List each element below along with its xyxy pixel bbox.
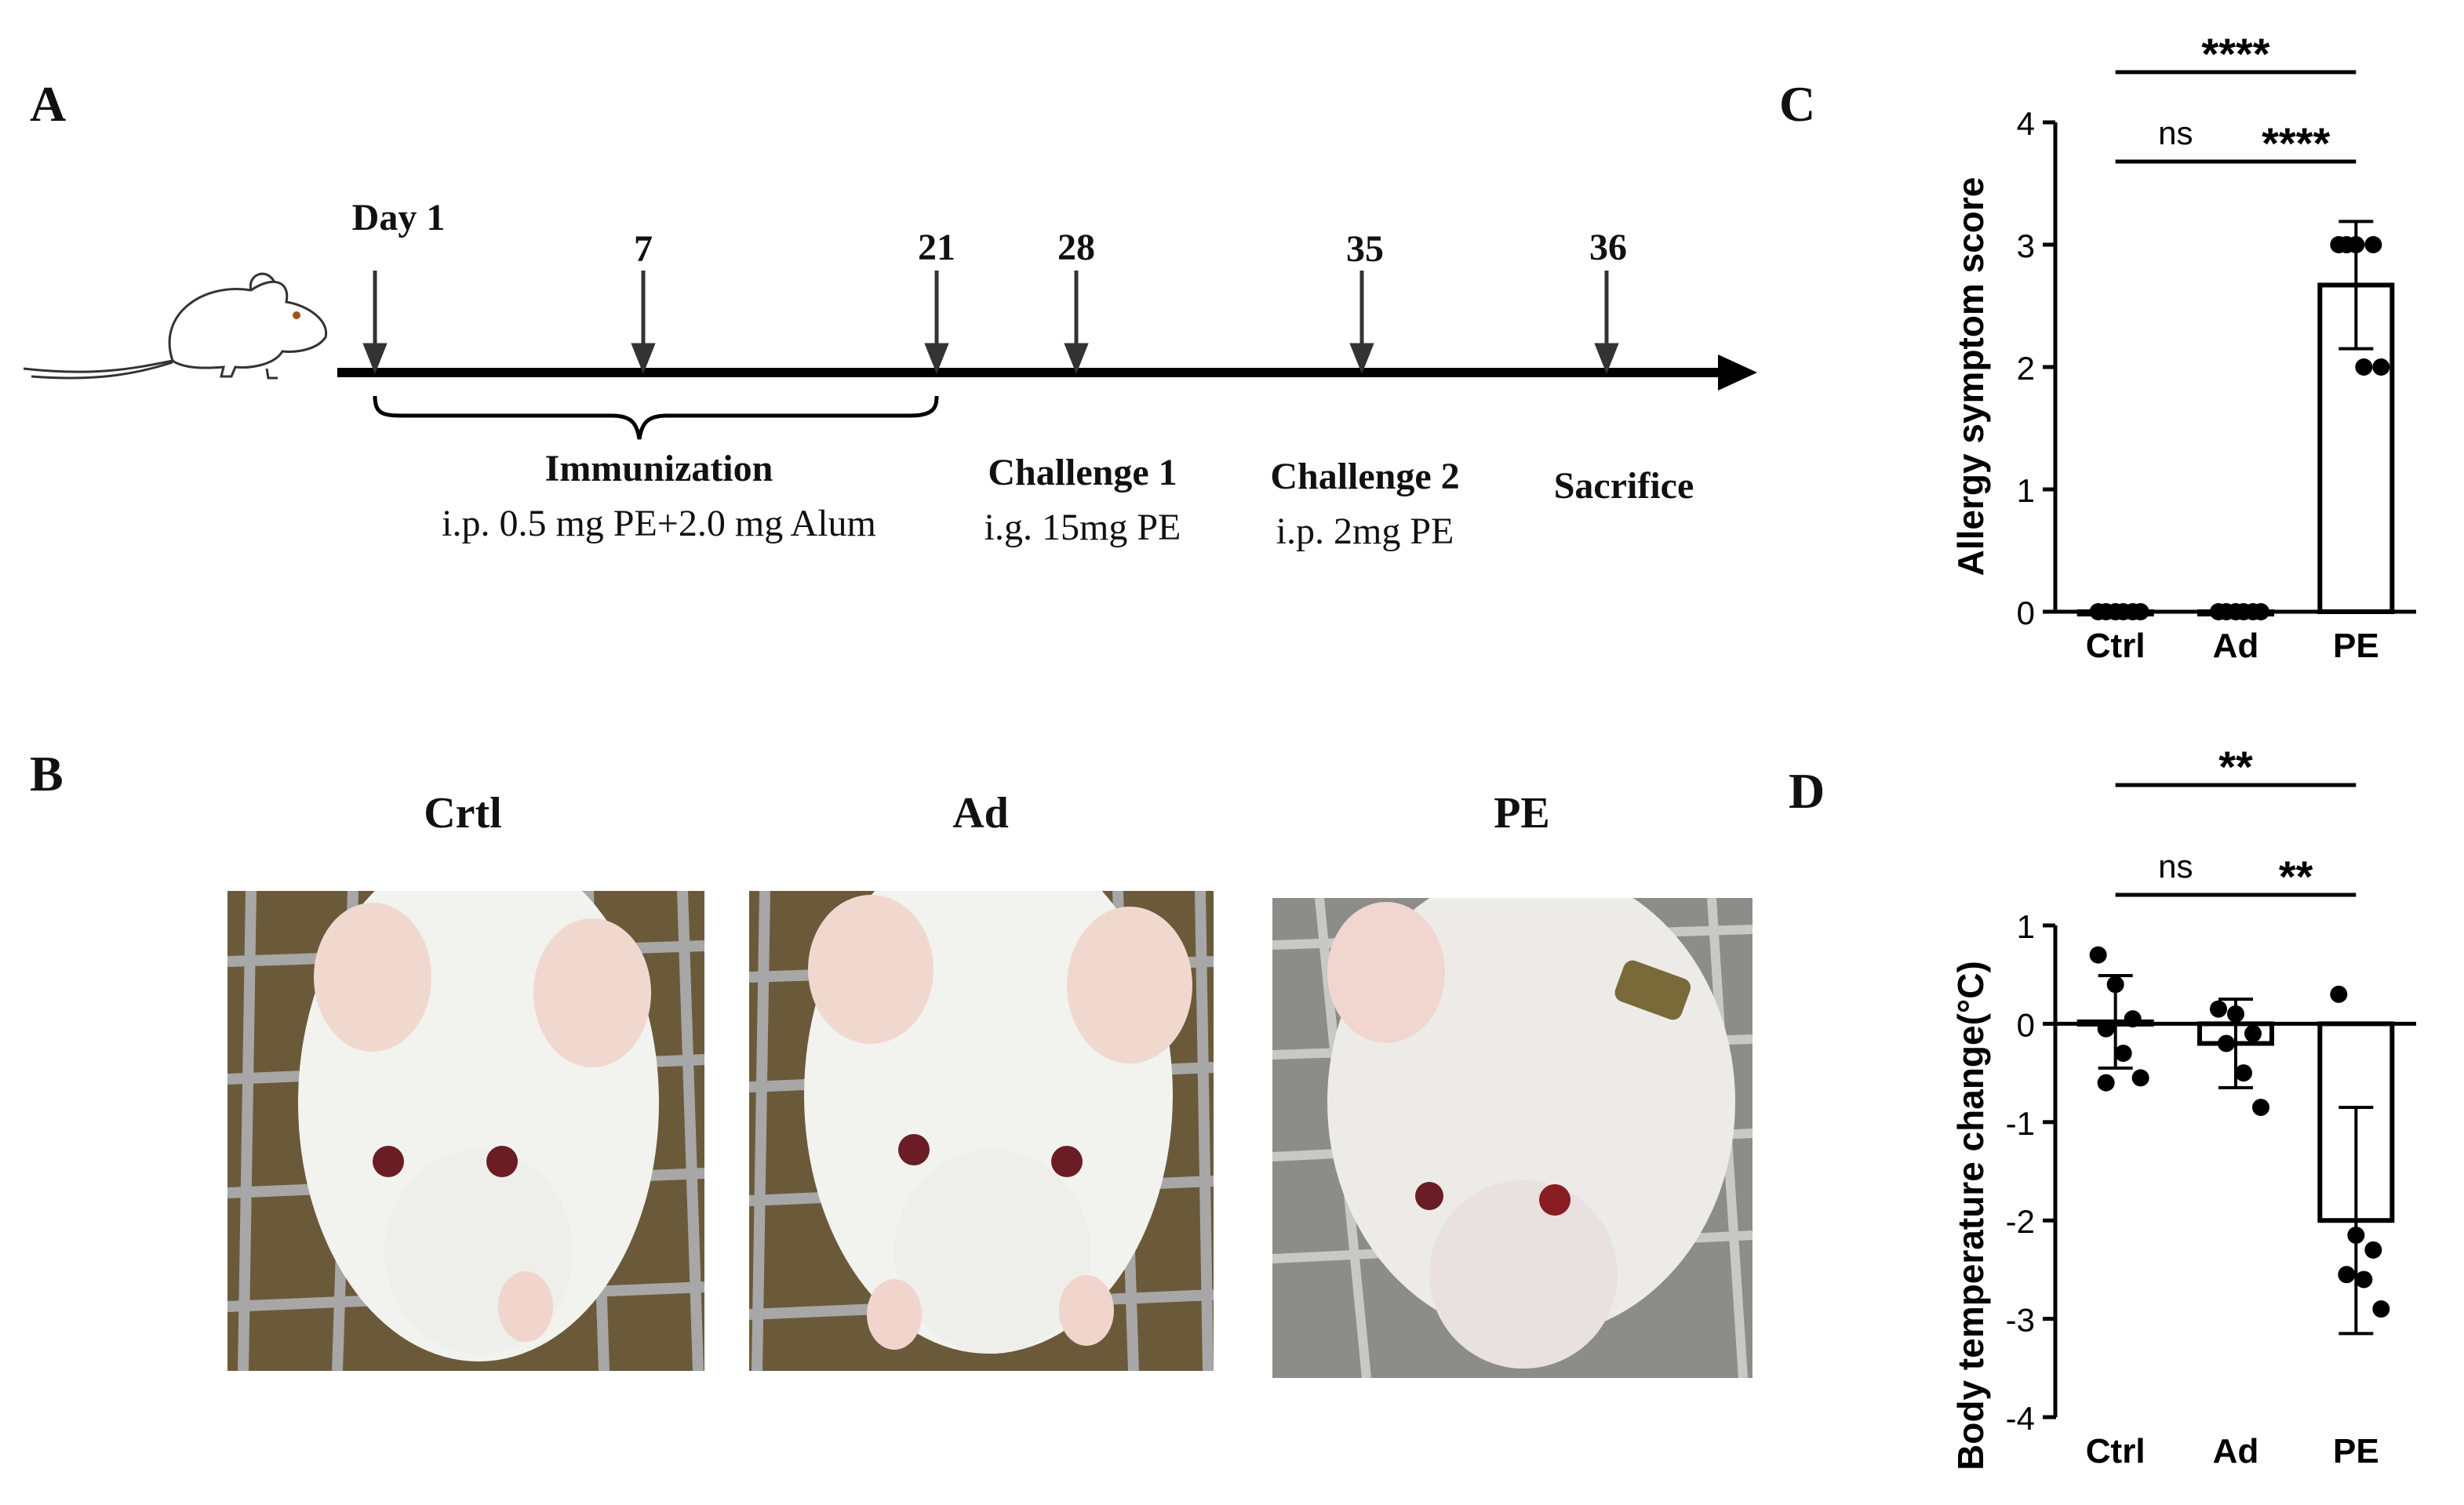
d-y-tick-label: 1: [2017, 908, 2035, 945]
photo-ctrl: [227, 891, 704, 1371]
phase-immunization-detail: i.p. 0.5 mg PE+2.0 mg Alum: [442, 503, 876, 544]
d-data-point: [2106, 976, 2124, 994]
timeline-panel: Day 1 7 21 28 35 36 Immunization i.p. 0.…: [0, 0, 1773, 596]
panel-label-d: D: [1789, 763, 1825, 819]
c-data-point: [2131, 603, 2149, 620]
d-y-tick-label: -4: [2006, 1400, 2035, 1437]
day-label-35: 35: [1346, 228, 1384, 270]
d-data-point: [2089, 946, 2107, 964]
day-label-36: 36: [1589, 227, 1627, 268]
photo-pe: [1272, 898, 1752, 1378]
d-data-point: [2218, 1034, 2235, 1052]
c-y-tick-label: 3: [2017, 227, 2035, 264]
d-data-point: [2235, 1064, 2252, 1082]
phase-challenge1-label: Challenge 1: [988, 452, 1177, 493]
photo-ad: [749, 891, 1214, 1371]
d-y-axis-label: Body temperature change(°C): [1950, 961, 1991, 1470]
phase-sacrifice-label: Sacrifice: [1553, 465, 1694, 507]
phase-challenge1-detail: i.g. 15mg PE: [984, 507, 1181, 548]
day-label-28: 28: [1057, 227, 1095, 268]
phase-challenge2-label: Challenge 2: [1270, 456, 1460, 497]
mouse-icon: [23, 272, 328, 380]
d-significance-label: ns: [2158, 848, 2193, 885]
photo-title-ctrl: Crtl: [424, 789, 502, 838]
timeline-arrow: [337, 271, 1757, 440]
d-data-point: [2330, 985, 2348, 1003]
photo-title-pe: PE: [1494, 789, 1550, 838]
c-significance-label: ****: [2262, 118, 2330, 168]
c-data-point: [2252, 603, 2269, 620]
d-data-point: [2252, 1098, 2269, 1116]
c-x-tick-label: Ctrl: [2086, 627, 2146, 665]
c-data-point: [2338, 236, 2356, 253]
phase-immunization-label: Immunization: [544, 448, 773, 489]
c-plot-area: 0 1 2 3 4 Ctrl Ad PE ns **** ****: [2017, 29, 2416, 665]
c-data-point: [2097, 603, 2115, 620]
d-data-point: [2372, 1300, 2390, 1318]
c-y-tick-label: 1: [2017, 472, 2035, 509]
c-significance-label: ns: [2158, 115, 2193, 151]
chart-c: Allergy symptom score 0 1 2 3 4 Ctrl Ad PE ns ***…: [1950, 29, 2416, 665]
c-data-point: [2372, 358, 2390, 376]
d-data-point: [2210, 1000, 2227, 1018]
d-y-tick-label: -1: [2006, 1105, 2035, 1142]
phase-challenge2-detail: i.p. 2mg PE: [1276, 511, 1454, 552]
c-data-point: [2355, 358, 2373, 376]
d-x-tick-label: Ad: [2213, 1432, 2259, 1470]
c-y-axis-label: Allergy symptom score: [1950, 177, 1991, 576]
d-data-point: [2355, 1271, 2373, 1289]
d-data-point: [2097, 1074, 2115, 1092]
d-x-tick-label: PE: [2333, 1432, 2379, 1470]
d-x-tick-label: Ctrl: [2086, 1432, 2146, 1470]
panel-label-a: A: [30, 76, 67, 132]
panel-label-c: C: [1779, 76, 1816, 132]
c-y-tick-label: 4: [2017, 105, 2035, 142]
c-x-tick-label: PE: [2333, 627, 2379, 665]
d-data-point: [2347, 1227, 2365, 1245]
d-data-point: [2227, 1005, 2244, 1023]
day-label-21: 21: [918, 227, 955, 268]
chart-d: Body temperature change(°C) 1 0 -1 -2 -3 -4 Ct…: [1950, 742, 2416, 1470]
d-data-point: [2338, 1266, 2356, 1284]
d-data-point: [2131, 1069, 2149, 1087]
d-data-point: [2364, 1241, 2382, 1259]
c-y-tick-label: 0: [2017, 594, 2035, 631]
d-y-tick-label: -2: [2006, 1203, 2035, 1240]
photo-title-ad: Ad: [952, 789, 1009, 838]
c-data-point: [2235, 603, 2252, 620]
c-x-tick-label: Ad: [2213, 627, 2259, 665]
d-data-point: [2124, 1010, 2142, 1028]
d-data-point: [2097, 1020, 2115, 1038]
day-label-1: Day 1: [351, 197, 446, 238]
day-label-7: 7: [634, 228, 653, 270]
c-data-point: [2114, 603, 2132, 620]
d-significance-label: **: [2279, 852, 2313, 901]
d-y-tick-label: -3: [2006, 1302, 2035, 1339]
d-data-point: [2244, 1024, 2262, 1042]
d-data-point: [2114, 1045, 2132, 1063]
c-data-point: [2364, 236, 2382, 253]
d-plot-area: 1 0 -1 -2 -3 -4 Ctrl Ad PE ns ** **: [2006, 742, 2416, 1470]
c-data-point: [2218, 603, 2235, 620]
d-significance-label: **: [2218, 742, 2253, 791]
c-significance-label: ****: [2201, 29, 2269, 78]
panel-label-b: B: [30, 746, 64, 802]
c-y-tick-label: 2: [2017, 350, 2035, 387]
d-y-tick-label: 0: [2017, 1006, 2035, 1043]
